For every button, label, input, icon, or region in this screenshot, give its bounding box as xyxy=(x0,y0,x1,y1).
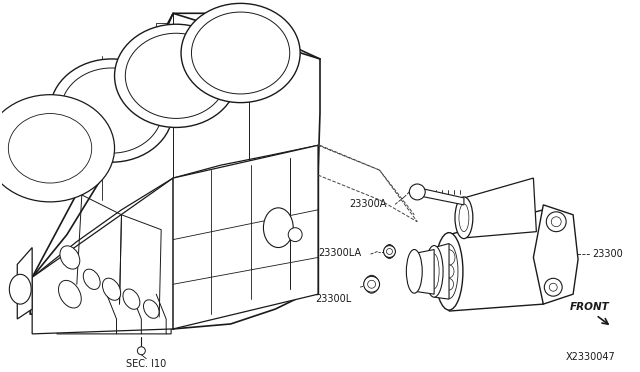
Ellipse shape xyxy=(123,289,140,309)
Ellipse shape xyxy=(10,274,31,304)
Polygon shape xyxy=(434,244,449,299)
Ellipse shape xyxy=(445,279,454,290)
Ellipse shape xyxy=(455,197,473,238)
Polygon shape xyxy=(449,210,543,311)
Ellipse shape xyxy=(440,244,458,299)
Text: FRONT: FRONT xyxy=(570,302,610,312)
Ellipse shape xyxy=(435,232,463,310)
Ellipse shape xyxy=(143,300,159,318)
Circle shape xyxy=(383,246,396,257)
Ellipse shape xyxy=(365,275,378,293)
Circle shape xyxy=(547,212,566,232)
Text: 23300: 23300 xyxy=(592,250,623,260)
Polygon shape xyxy=(419,188,464,205)
Polygon shape xyxy=(57,314,171,334)
Polygon shape xyxy=(414,250,434,294)
Ellipse shape xyxy=(102,278,121,300)
Circle shape xyxy=(138,347,145,355)
Ellipse shape xyxy=(425,246,443,297)
Ellipse shape xyxy=(58,280,81,308)
Text: X2330047: X2330047 xyxy=(566,352,616,362)
Polygon shape xyxy=(30,13,320,329)
Text: SEC. I10: SEC. I10 xyxy=(126,359,166,369)
Ellipse shape xyxy=(444,265,454,278)
Text: 23300LA: 23300LA xyxy=(319,248,362,259)
Circle shape xyxy=(387,248,392,254)
Ellipse shape xyxy=(50,59,173,162)
Circle shape xyxy=(367,280,376,288)
Ellipse shape xyxy=(406,250,422,293)
Circle shape xyxy=(410,184,425,200)
Ellipse shape xyxy=(61,68,163,153)
Ellipse shape xyxy=(459,204,469,232)
Ellipse shape xyxy=(125,33,227,118)
Polygon shape xyxy=(17,247,32,319)
Polygon shape xyxy=(173,145,318,329)
Ellipse shape xyxy=(0,95,115,202)
Polygon shape xyxy=(533,205,578,304)
Text: 23300L: 23300L xyxy=(316,294,352,304)
Polygon shape xyxy=(464,178,536,238)
Ellipse shape xyxy=(191,12,290,94)
Text: 23300A: 23300A xyxy=(349,199,387,209)
Ellipse shape xyxy=(181,3,300,103)
Polygon shape xyxy=(32,178,173,334)
Ellipse shape xyxy=(264,208,293,247)
Circle shape xyxy=(288,228,302,241)
Circle shape xyxy=(551,217,561,227)
Ellipse shape xyxy=(385,244,394,259)
Polygon shape xyxy=(221,19,233,27)
Circle shape xyxy=(544,278,562,296)
Polygon shape xyxy=(156,23,168,31)
Ellipse shape xyxy=(429,254,439,289)
Circle shape xyxy=(549,283,557,291)
Ellipse shape xyxy=(83,269,100,289)
Circle shape xyxy=(364,276,380,292)
Ellipse shape xyxy=(443,250,455,265)
Ellipse shape xyxy=(60,246,80,269)
Ellipse shape xyxy=(8,113,92,183)
Ellipse shape xyxy=(115,24,237,128)
